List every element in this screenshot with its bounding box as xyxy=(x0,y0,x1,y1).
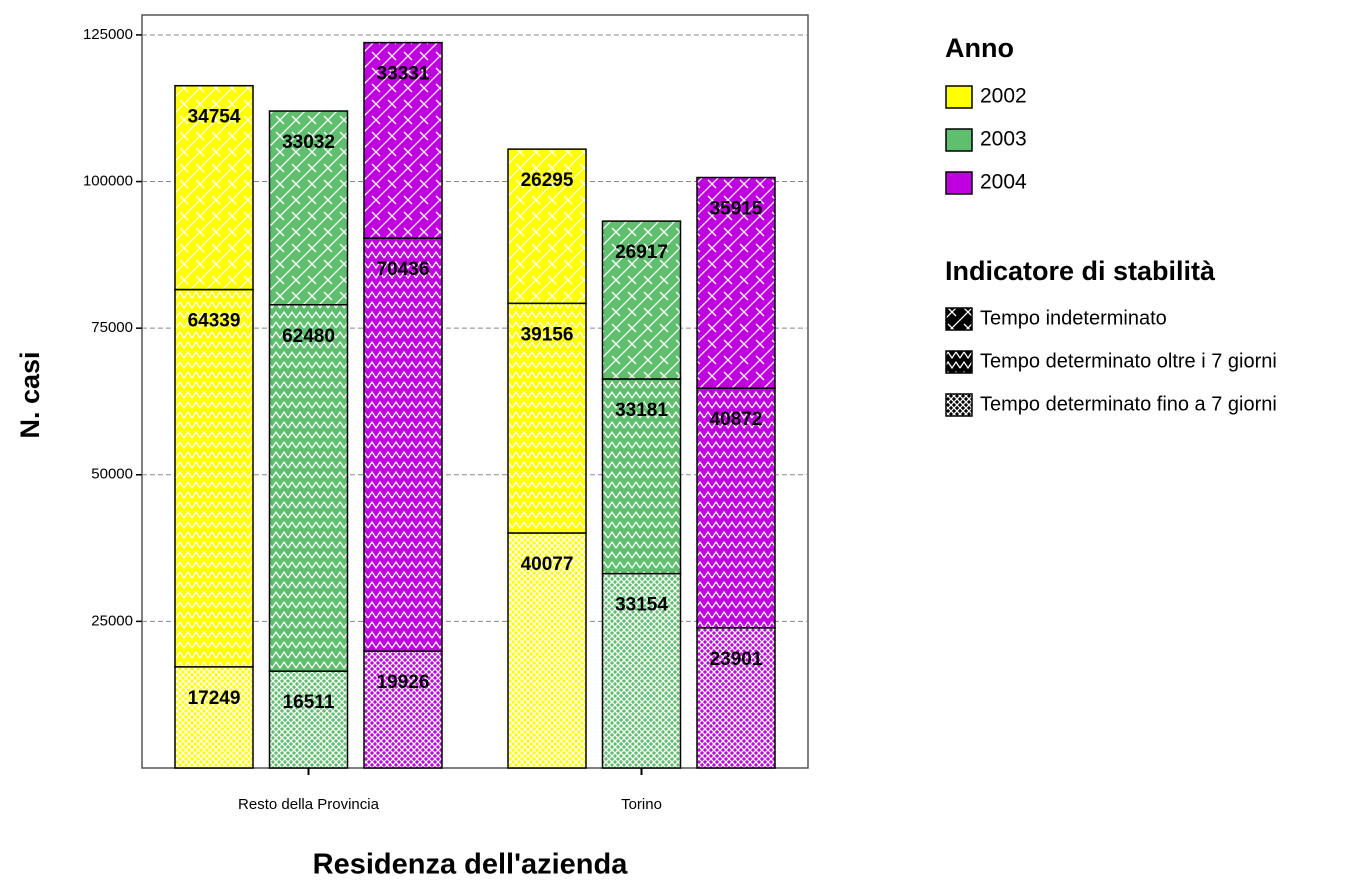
legend-title: Anno xyxy=(945,33,1014,63)
value-label: 26917 xyxy=(615,242,668,263)
y-tick-label: 75000 xyxy=(91,319,133,336)
value-label: 19926 xyxy=(377,672,430,693)
legend-swatch xyxy=(945,85,973,109)
bar-segment xyxy=(363,650,443,769)
legend-swatch xyxy=(945,128,973,152)
plot-frame xyxy=(141,14,809,769)
bar-segment xyxy=(174,666,254,769)
value-label: 40872 xyxy=(710,409,763,430)
bar-segment xyxy=(268,670,349,769)
bar-segment xyxy=(507,532,587,769)
legend-label: 2002 xyxy=(980,85,1027,108)
x-axis-title: Residenza dell'azienda xyxy=(313,849,629,881)
value-label: 23901 xyxy=(710,649,763,670)
bar-segment xyxy=(268,304,349,672)
value-label: 33181 xyxy=(615,400,668,421)
value-label: 17249 xyxy=(188,688,241,709)
bar-segment xyxy=(507,302,587,534)
value-label: 70436 xyxy=(377,259,430,280)
bar-segment xyxy=(696,627,776,769)
bar-segment xyxy=(363,41,443,239)
bar-segment xyxy=(174,84,254,291)
y-tick-label: 125000 xyxy=(83,26,133,43)
legend-label: Tempo determinato fino a 7 giorni xyxy=(980,393,1277,415)
y-tick-label: 100000 xyxy=(83,173,133,190)
y-tick-label: 50000 xyxy=(91,466,133,483)
legend-label: Tempo indeterminato xyxy=(980,307,1167,329)
legend-swatch xyxy=(945,307,973,331)
x-tick-label: Torino xyxy=(621,796,662,813)
bar-segment xyxy=(696,176,776,389)
x-tick-label: Resto della Provincia xyxy=(238,796,380,813)
value-label: 34754 xyxy=(188,107,241,128)
bar-segment xyxy=(268,110,349,306)
value-label: 33154 xyxy=(615,595,668,616)
bar-segment xyxy=(174,288,254,668)
value-label: 33331 xyxy=(377,64,430,85)
value-label: 26295 xyxy=(521,170,574,191)
value-label: 33032 xyxy=(282,132,335,153)
value-label: 35915 xyxy=(710,199,763,220)
legend-label: 2003 xyxy=(980,128,1027,151)
bar-segment xyxy=(601,572,682,769)
legend-swatch xyxy=(945,350,973,374)
value-label: 40077 xyxy=(521,554,574,575)
legend-label: Tempo determinato oltre i 7 giorni xyxy=(980,350,1277,372)
bar-segment xyxy=(696,387,776,629)
legend-title: Indicatore di stabilità xyxy=(945,256,1216,286)
legend-swatch xyxy=(945,393,973,417)
legend-label: 2004 xyxy=(980,171,1027,194)
y-axis-title: N. casi xyxy=(15,351,45,438)
value-label: 62480 xyxy=(282,326,335,347)
bar-segment xyxy=(601,220,682,380)
bar-segment xyxy=(507,148,587,305)
legend-swatch xyxy=(945,171,973,195)
value-label: 64339 xyxy=(188,311,241,332)
value-label: 39156 xyxy=(521,324,574,345)
value-label: 16511 xyxy=(283,692,335,713)
y-tick-label: 25000 xyxy=(91,612,133,629)
bar-segment xyxy=(363,237,443,652)
